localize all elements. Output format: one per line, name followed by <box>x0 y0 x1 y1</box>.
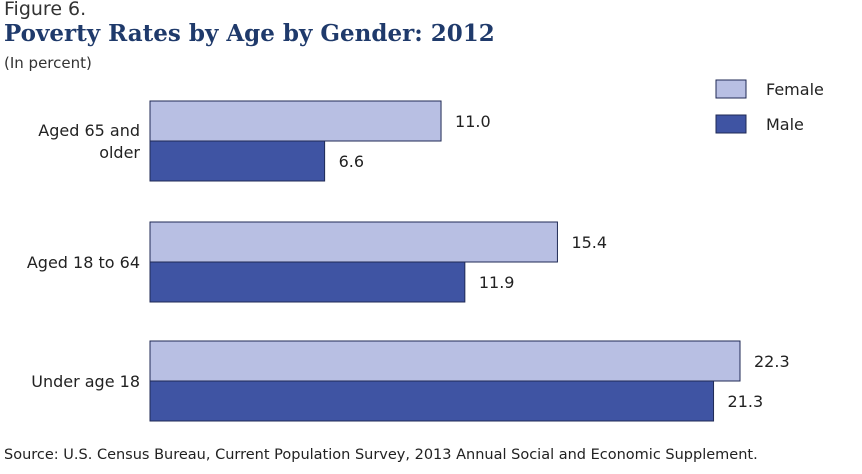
data-label: 11.9 <box>479 273 515 292</box>
data-label: 11.0 <box>455 112 491 131</box>
male-bar <box>149 380 715 422</box>
female-bar <box>149 100 442 142</box>
category-label: Aged 18 to 64 <box>27 253 140 272</box>
legend-label-female: Female <box>766 80 824 99</box>
legend-label-male: Male <box>766 115 804 134</box>
data-label: 6.6 <box>339 152 364 171</box>
chart-subtitle: (In percent) <box>4 54 92 72</box>
legend-swatch-male <box>715 114 747 134</box>
female-bar <box>149 340 741 382</box>
legend-swatch-female <box>715 79 747 99</box>
data-label: 15.4 <box>571 233 607 252</box>
data-label: 22.3 <box>754 352 790 371</box>
category-label: older <box>99 143 140 162</box>
category-label: Under age 18 <box>31 372 140 391</box>
male-bar <box>149 261 466 303</box>
figure-label: Figure 6. <box>4 0 87 20</box>
female-bar <box>149 221 558 263</box>
source-note: Source: U.S. Census Bureau, Current Popu… <box>4 447 758 463</box>
category-label: Aged 65 and <box>38 121 140 140</box>
chart-title: Poverty Rates by Age by Gender: 2012 <box>4 20 495 47</box>
male-bar <box>149 140 326 182</box>
data-label: 21.3 <box>728 392 764 411</box>
